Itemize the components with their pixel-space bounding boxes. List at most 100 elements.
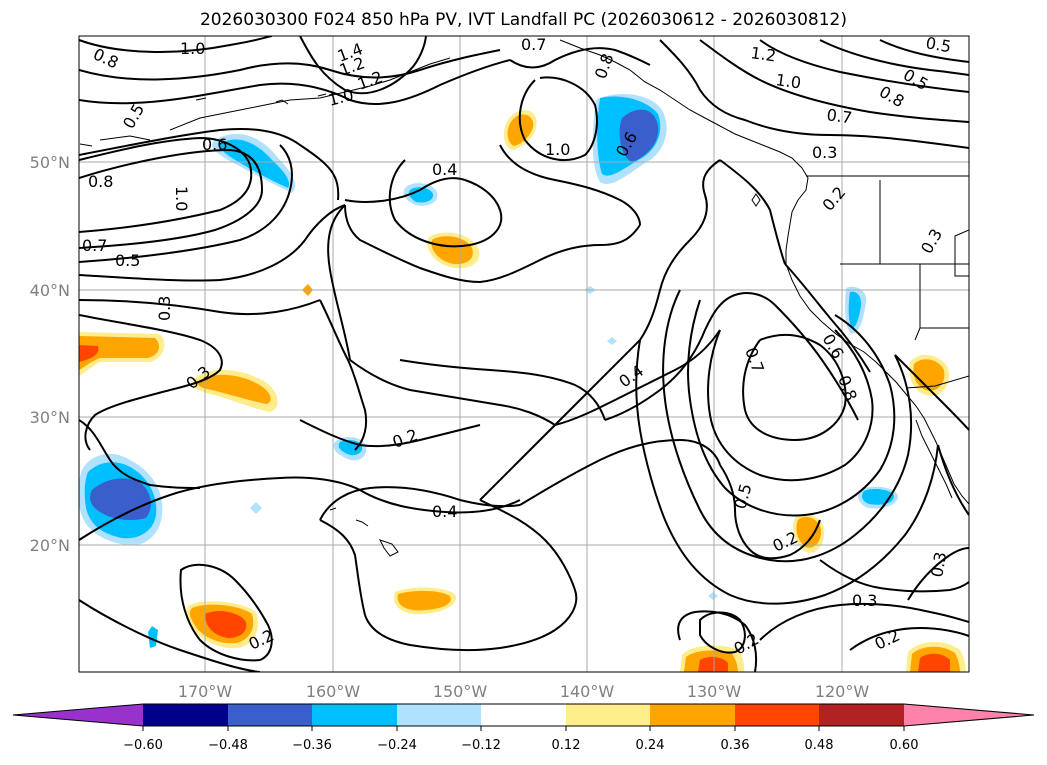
pv-contour <box>79 204 346 282</box>
colorbar-segment <box>819 704 904 726</box>
pv-contour <box>319 519 366 616</box>
pv-contour <box>659 39 969 149</box>
anomaly-shading <box>431 236 473 265</box>
anomaly-shading <box>205 611 247 638</box>
pv-contour <box>759 602 969 641</box>
pv-contour <box>699 39 969 123</box>
colorbar-tick-label: −0.60 <box>123 738 163 753</box>
pv-contour <box>707 329 874 482</box>
pv-contour <box>519 438 721 506</box>
pv-contour <box>554 329 721 426</box>
pv-contour <box>79 599 261 672</box>
pv-contour <box>79 148 264 249</box>
pv-contour <box>742 333 847 442</box>
colorbar-segment <box>566 704 650 726</box>
pv-contour <box>849 626 969 651</box>
contour-label: 0.3 <box>852 591 877 610</box>
colorbar-tick-label: 0.60 <box>890 738 919 753</box>
anomaly-shading <box>148 626 158 648</box>
anomaly-shading <box>79 336 160 370</box>
colorbar-tick-label: 0.36 <box>721 738 750 753</box>
state-border <box>806 175 969 341</box>
anomaly-shading <box>698 656 728 672</box>
anomaly-shading <box>848 291 862 328</box>
pv-contour <box>774 304 859 421</box>
pv-contour <box>344 204 641 284</box>
map-title: 2026030300 F024 850 hPa PV, IVT Landfall… <box>199 10 847 30</box>
pv-contour <box>344 177 466 203</box>
contour-label: 0.7 <box>825 105 853 127</box>
coastlines <box>79 39 969 557</box>
colorbar-segment <box>397 704 481 726</box>
colorbar-extend-low <box>13 704 143 726</box>
longitude-tick-label: 160°W <box>306 682 361 701</box>
anomaly-shading <box>796 517 822 548</box>
colorbar-tick-label: 0.24 <box>636 738 665 753</box>
contour-label: 0.4 <box>432 160 457 179</box>
pv-contour <box>509 47 651 69</box>
colorbar-segment <box>228 704 312 726</box>
latitude-tick-labels: 50°N 40°N 30°N 20°N <box>30 153 70 555</box>
pv-contour <box>79 419 201 489</box>
colorbar-segment <box>481 704 566 726</box>
pv-contour <box>518 76 598 161</box>
na-west-coast <box>785 263 969 505</box>
pv-contour <box>687 299 896 517</box>
pv-contour <box>79 144 293 263</box>
pv-contour <box>299 36 427 95</box>
pv-contour <box>937 444 969 516</box>
pv-contour <box>299 419 481 448</box>
colorbar-tick-label: −0.36 <box>292 738 332 753</box>
pv-contour <box>79 59 511 106</box>
contour-label: 0.7 <box>521 35 546 54</box>
pv-contours <box>79 36 969 672</box>
anomaly-shading <box>397 590 451 611</box>
contour-label: 1.0 <box>545 140 570 159</box>
latitude-tick-label: 50°N <box>30 153 70 172</box>
anomaly-shading <box>708 592 718 600</box>
longitude-tick-label: 120°W <box>815 682 870 701</box>
pv-contour <box>79 476 361 541</box>
pv-contour <box>879 39 969 63</box>
pv-contour <box>399 359 606 421</box>
anomaly-shading <box>861 488 894 505</box>
contour-label: 1.2 <box>749 43 777 65</box>
pv-contour <box>662 289 913 563</box>
anomaly-shading <box>619 109 659 162</box>
pv-contour <box>359 489 521 514</box>
pv-contour <box>79 127 340 201</box>
anomaly-shading <box>913 359 945 391</box>
pv-contour <box>79 314 223 451</box>
longitude-tick-label: 130°W <box>687 682 742 701</box>
pv-contour <box>79 299 321 316</box>
anomaly-shading <box>79 345 99 362</box>
hawaii-islands <box>329 507 399 557</box>
colorbar-segment <box>735 704 819 726</box>
anomaly-shading <box>408 187 434 203</box>
contour-label: 0.3 <box>812 143 837 162</box>
contour-label: 1.0 <box>180 39 205 58</box>
colorbar: −0.60 −0.48 −0.36 −0.24 −0.12 0.12 0.24 … <box>12 703 1035 753</box>
contour-label: 1.0 <box>774 70 802 92</box>
contour-label: 0.5 <box>115 251 140 270</box>
pv-contour <box>719 464 821 560</box>
baja-coast <box>915 419 953 499</box>
pv-contour <box>784 263 871 373</box>
contour-label: 0.4 <box>432 502 457 521</box>
plot-frame <box>78 35 970 673</box>
pv-contour <box>349 359 556 426</box>
longitude-tick-labels: 170°W 160°W 150°W 140°W 130°W 120°W <box>178 682 870 701</box>
colorbar-segment <box>312 704 397 726</box>
pv-contour <box>639 159 721 341</box>
pv-contour <box>819 39 969 76</box>
colorbar-tick-label: 0.48 <box>805 738 834 753</box>
pv-contour <box>635 339 939 605</box>
anomaly-shading <box>250 502 262 514</box>
colorbar-tick-label: −0.24 <box>377 738 417 753</box>
pv-contour <box>894 354 969 431</box>
contour-label: 0.3 <box>927 550 950 578</box>
anomaly-shading <box>918 653 950 672</box>
small-island <box>751 193 761 207</box>
contour-label: 0.5 <box>924 33 952 56</box>
